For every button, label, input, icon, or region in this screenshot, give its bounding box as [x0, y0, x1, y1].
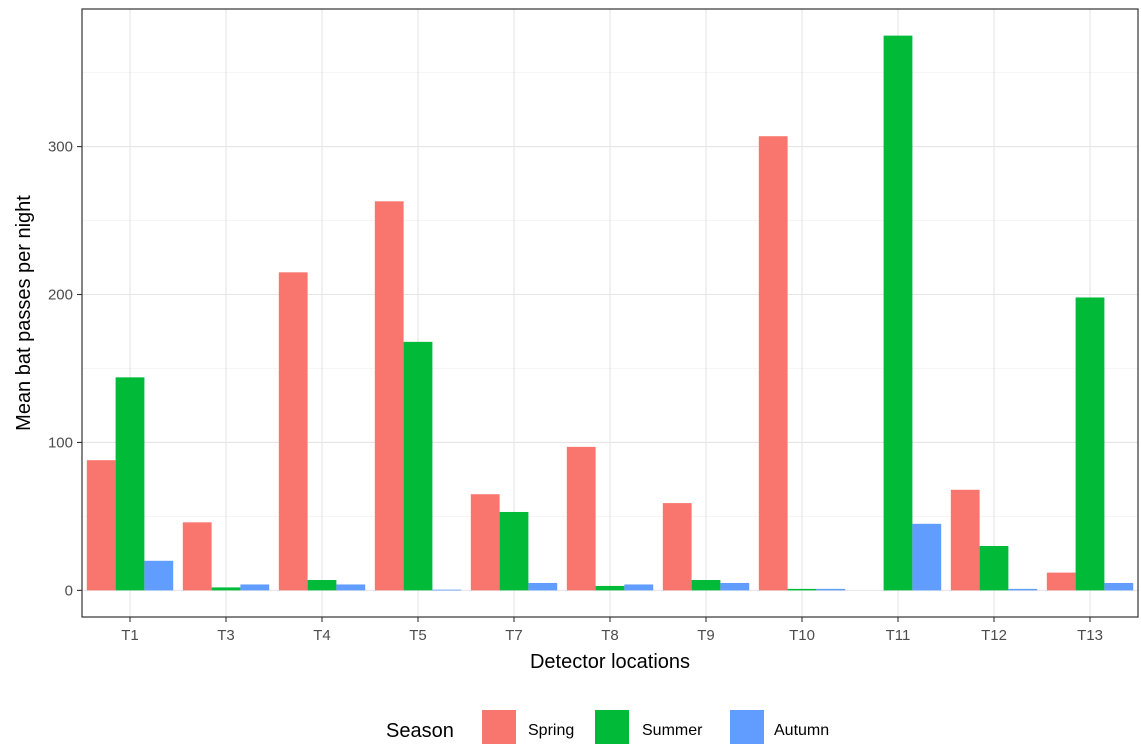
bar-autumn-t10: [816, 588, 846, 591]
x-tick-label: T1: [121, 627, 139, 644]
bar-spring-t4: [278, 272, 308, 591]
bar-spring-t13: [1046, 572, 1076, 591]
axes: 0 100 200 300 T1 T3 T4 T5 T7 T8 T9 T10 T11 T12 T13: [48, 139, 1103, 644]
bar-spring-t10: [758, 136, 788, 591]
bar-autumn-t11: [912, 523, 942, 591]
bar-spring-t3: [182, 522, 212, 591]
x-tick-label: T8: [601, 627, 619, 644]
bar-summer-t8: [595, 585, 625, 591]
legend-key-summer: [595, 710, 629, 744]
legend-title: Season: [386, 720, 454, 742]
bar-autumn-t9: [720, 582, 750, 591]
bar-autumn-t13: [1104, 582, 1134, 591]
x-tick-label: T10: [789, 627, 815, 644]
legend-label-summer: Summer: [642, 722, 703, 739]
bar-autumn-t5: [432, 589, 462, 591]
bar-summer-t13: [1075, 297, 1105, 591]
bar-summer-t5: [403, 341, 433, 591]
bar-autumn-t7: [528, 582, 558, 591]
legend-key-spring: [482, 710, 516, 744]
x-tick-label: T11: [886, 627, 911, 644]
bar-summer-t4: [307, 580, 337, 591]
x-tick-label: T9: [697, 627, 715, 644]
x-tick-label: T5: [409, 627, 427, 644]
x-tick-label: T12: [981, 627, 1007, 644]
x-tick-label: T13: [1077, 627, 1103, 644]
x-tick-label: T7: [505, 627, 523, 644]
bar-summer-t11: [883, 35, 913, 591]
bar-summer-t7: [499, 511, 529, 591]
legend-label-spring: Spring: [528, 722, 574, 739]
bar-autumn-t12: [1008, 588, 1038, 591]
bar-summer-t10: [787, 588, 817, 591]
y-tick-label: 300: [48, 139, 73, 156]
bar-spring-t9: [662, 503, 692, 591]
bar-autumn-t4: [336, 584, 366, 591]
bar-spring-t8: [566, 446, 596, 591]
bars: [86, 35, 1134, 591]
bar-spring-t1: [86, 460, 116, 591]
y-tick-label: 0: [65, 582, 73, 599]
bar-autumn-t8: [624, 584, 654, 591]
bar-summer-t1: [115, 377, 145, 591]
x-tick-label: T3: [217, 627, 235, 644]
y-tick-label: 100: [48, 434, 73, 451]
y-axis-title: Mean bat passes per night: [13, 195, 35, 431]
bar-autumn-t1: [144, 560, 174, 591]
bar-summer-t9: [691, 580, 721, 591]
legend-label-autumn: Autumn: [774, 722, 829, 739]
y-tick-label: 200: [48, 287, 73, 304]
bar-spring-t7: [470, 494, 500, 591]
bar-autumn-t3: [240, 584, 270, 591]
bar-summer-t12: [979, 545, 1009, 591]
x-tick-label: T4: [313, 627, 331, 644]
x-axis-title: Detector locations: [530, 651, 690, 673]
legend-key-autumn: [730, 710, 764, 744]
bar-summer-t3: [211, 587, 241, 591]
bar-spring-t12: [950, 489, 980, 591]
bar-spring-t5: [374, 201, 404, 591]
legend: Season Spring Summer Autumn: [386, 710, 829, 744]
